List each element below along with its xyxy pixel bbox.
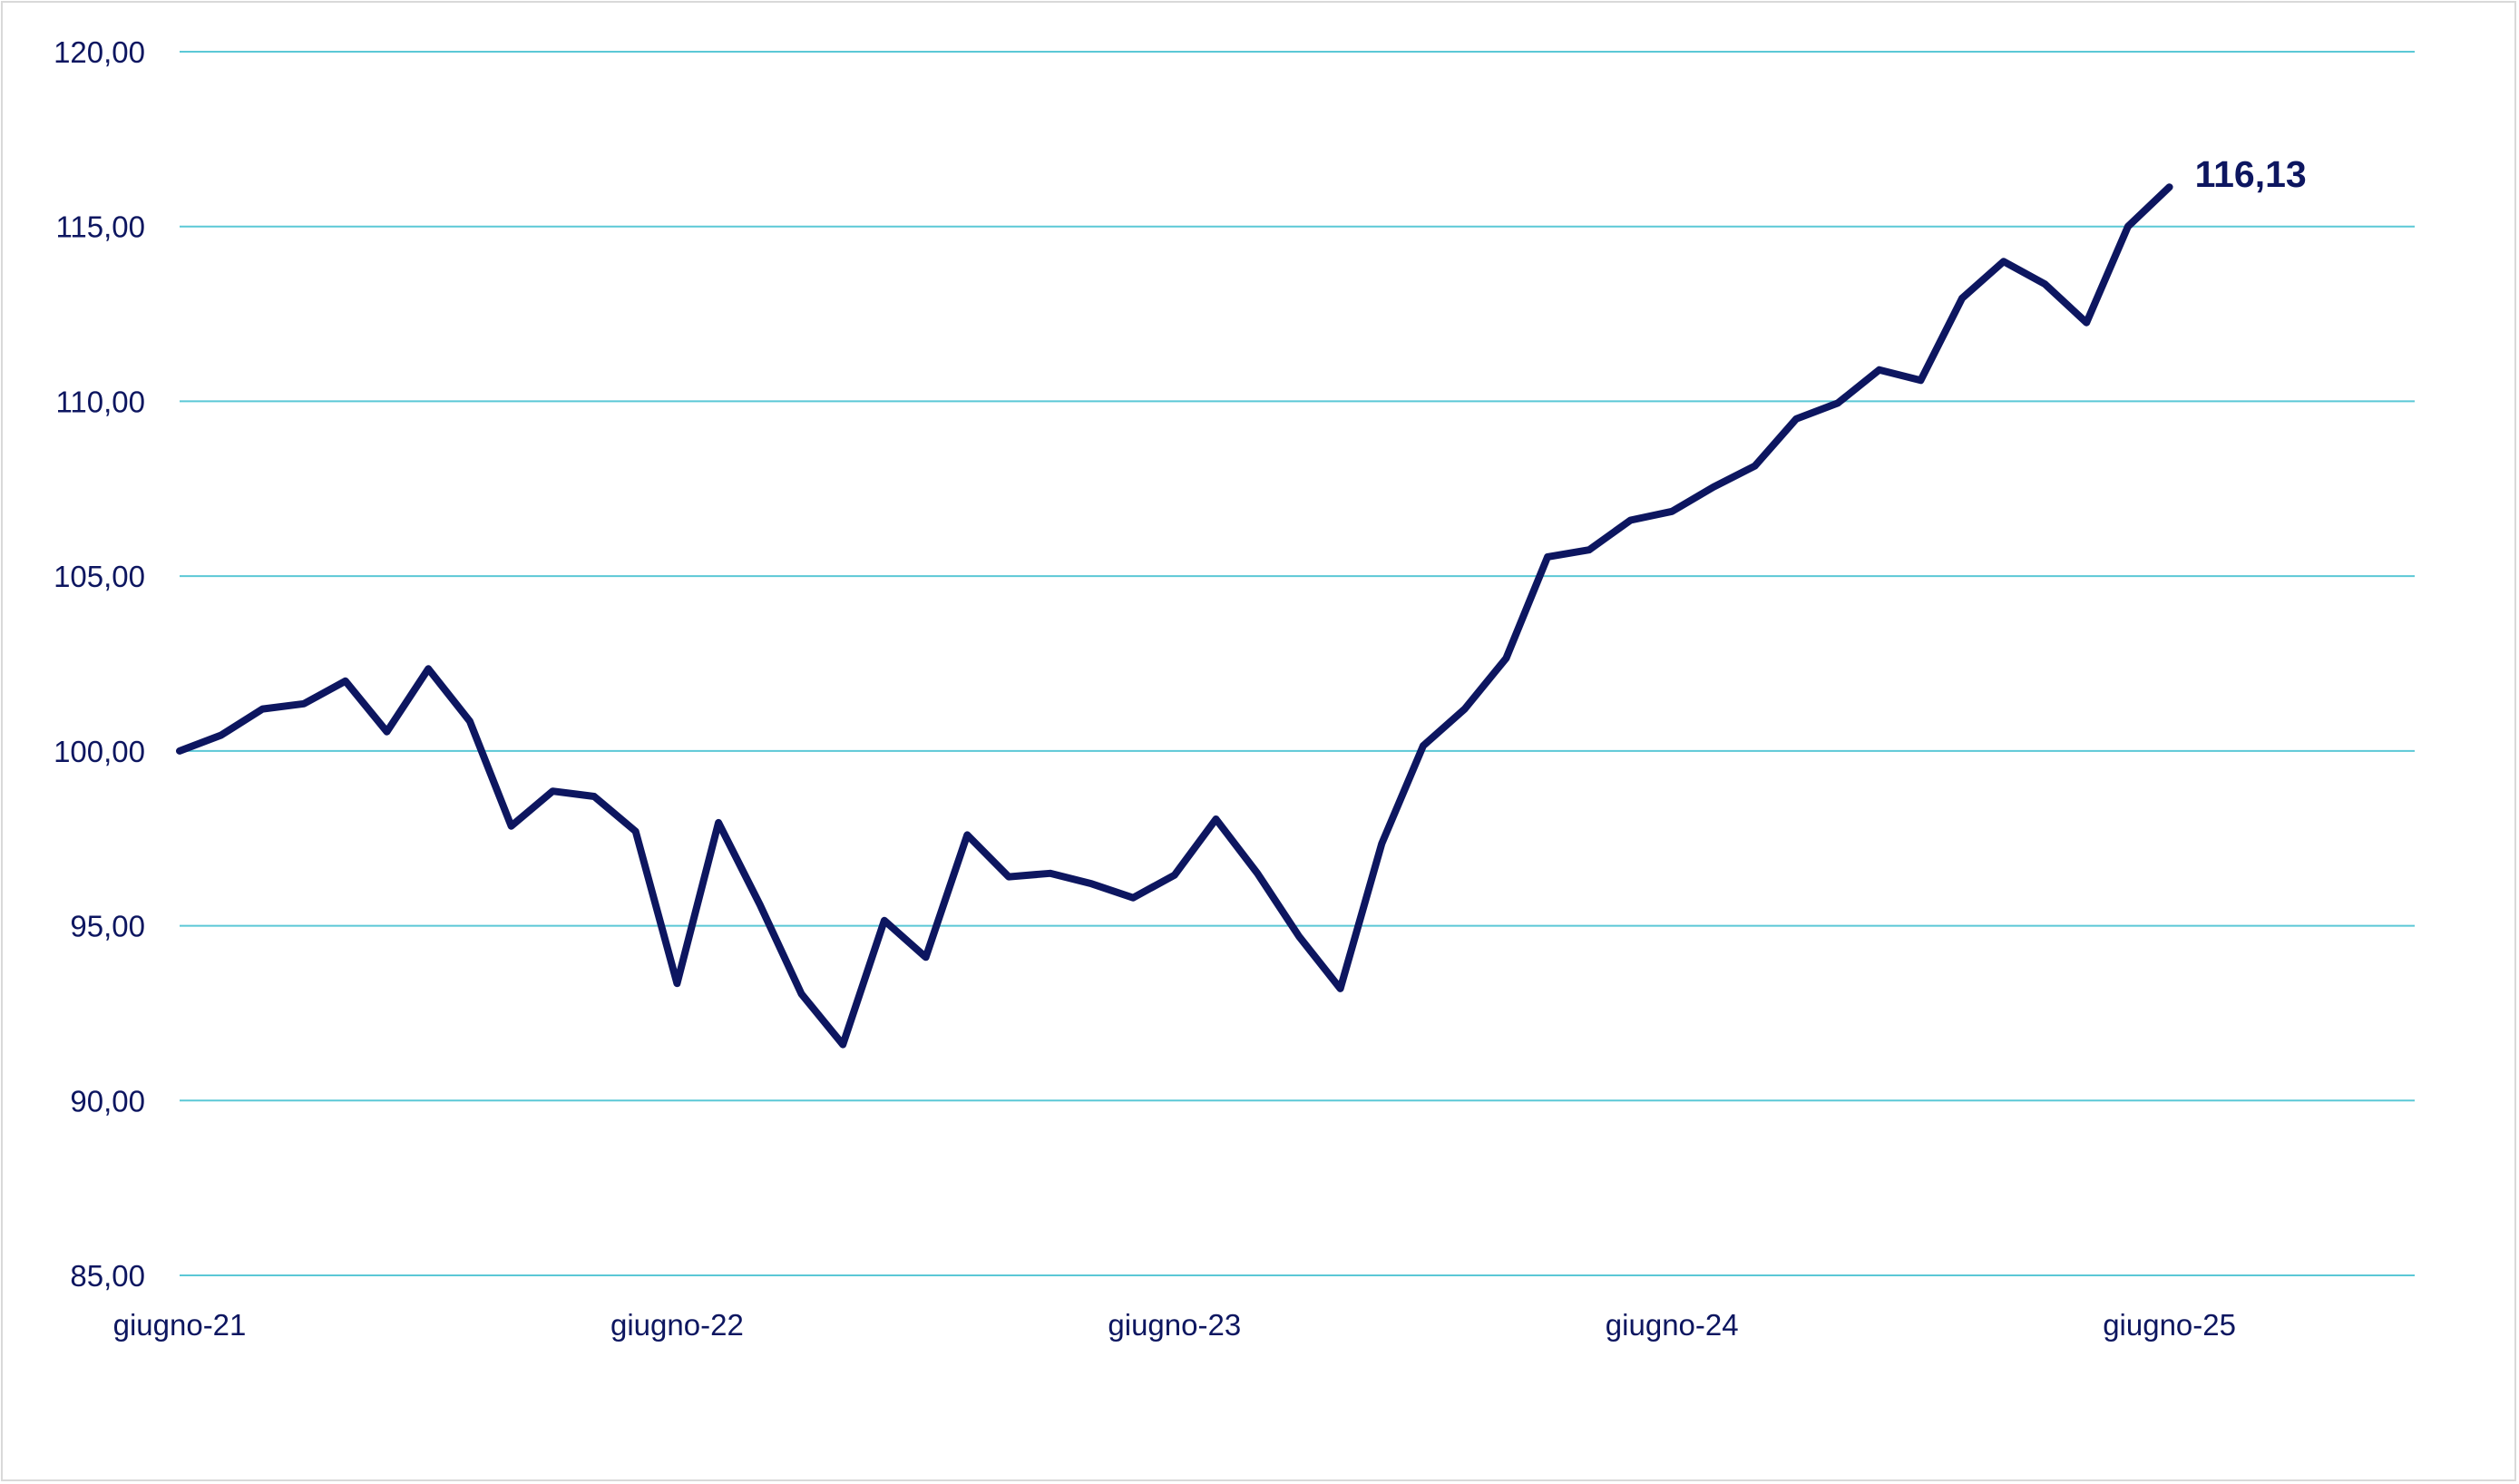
y-tick-label: 90,00 (70, 1084, 145, 1118)
y-tick-label: 120,00 (54, 35, 145, 69)
x-tick-label: giugno-24 (1606, 1308, 1739, 1342)
y-tick-label: 95,00 (70, 910, 145, 943)
y-tick-label: 100,00 (54, 735, 145, 768)
end-value-label: 116,13 (2195, 153, 2307, 195)
y-axis-ticks: 85,00 90,00 95,00 100,00 105,00 110,00 115,00 1… (54, 35, 145, 1293)
y-tick-label: 110,00 (56, 385, 145, 418)
x-tick-label: giugno-23 (1108, 1308, 1241, 1342)
x-axis-ticks: giugno-21 giugno-22 giugno-23 giugno-24 giug… (113, 1308, 2236, 1342)
gridlines (180, 51, 2415, 1276)
series-line (176, 183, 2173, 1049)
data-labels: 116,13 (2195, 153, 2307, 195)
y-tick-label: 115,00 (56, 210, 145, 244)
x-tick-label: giugno-25 (2103, 1308, 2236, 1342)
y-tick-label: 85,00 (70, 1259, 145, 1293)
y-tick-label: 105,00 (54, 560, 145, 593)
x-tick-label: giugno-21 (113, 1308, 247, 1342)
x-tick-label: giugno-22 (610, 1308, 744, 1342)
series-group (176, 183, 2173, 1049)
